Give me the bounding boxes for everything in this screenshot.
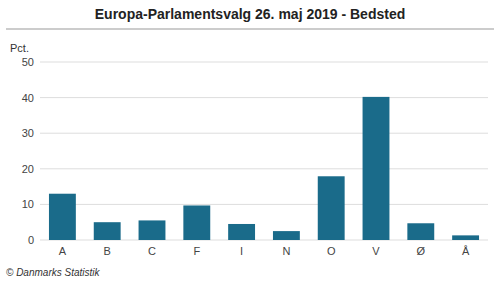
bars (49, 97, 479, 240)
bar (318, 176, 345, 240)
y-tick-label: 10 (22, 198, 34, 210)
x-tick-label: F (193, 245, 200, 257)
bar (363, 97, 390, 240)
bar (94, 222, 121, 240)
y-tick-label: 40 (22, 92, 34, 104)
x-tick-label: Ø (417, 245, 426, 257)
bar (452, 235, 479, 240)
grid-line (40, 133, 488, 134)
x-tick-label: C (148, 245, 156, 257)
x-tick-label: A (59, 245, 67, 257)
grid-line (40, 97, 488, 98)
y-tick-label: 0 (28, 234, 34, 246)
bar (139, 220, 166, 240)
bar (49, 194, 76, 240)
bar (228, 224, 255, 240)
y-tick-label: 30 (22, 127, 34, 139)
chart: Europa-Parlamentsvalg 26. maj 2019 - Bed… (0, 0, 500, 282)
x-tick-label: B (104, 245, 111, 257)
x-tick-label: N (282, 245, 290, 257)
grid (40, 62, 488, 240)
grid-line (40, 204, 488, 205)
bar (407, 223, 434, 240)
title: Europa-Parlamentsvalg 26. maj 2019 - Bed… (95, 6, 405, 22)
grid-line (40, 62, 488, 63)
x-tick-label: O (327, 245, 336, 257)
grid-line (40, 168, 488, 169)
bar (183, 205, 210, 240)
bar (273, 231, 300, 240)
footer: © Danmarks Statistik (6, 267, 101, 278)
page: {"chart_data": {"type": "bar", "title": … (0, 0, 500, 282)
y-tick-label: 50 (22, 56, 34, 68)
x-tick-label: V (372, 245, 380, 257)
x-tick-label: Å (462, 245, 470, 257)
x-tick-label: I (240, 245, 243, 257)
y-axis-label: Pct. (10, 42, 29, 54)
title-rule (6, 29, 494, 30)
y-tick-label: 20 (22, 163, 34, 175)
